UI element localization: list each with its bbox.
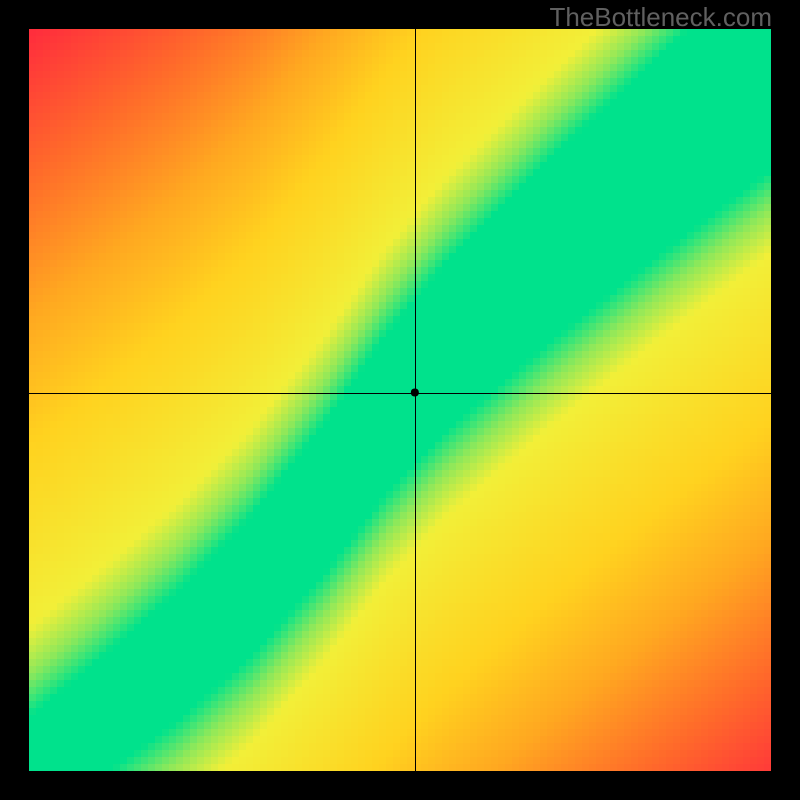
chart-stage: TheBottleneck.com (0, 0, 800, 800)
bottleneck-heatmap (29, 29, 771, 771)
watermark-text: TheBottleneck.com (549, 2, 772, 33)
heatmap-container (29, 29, 771, 771)
